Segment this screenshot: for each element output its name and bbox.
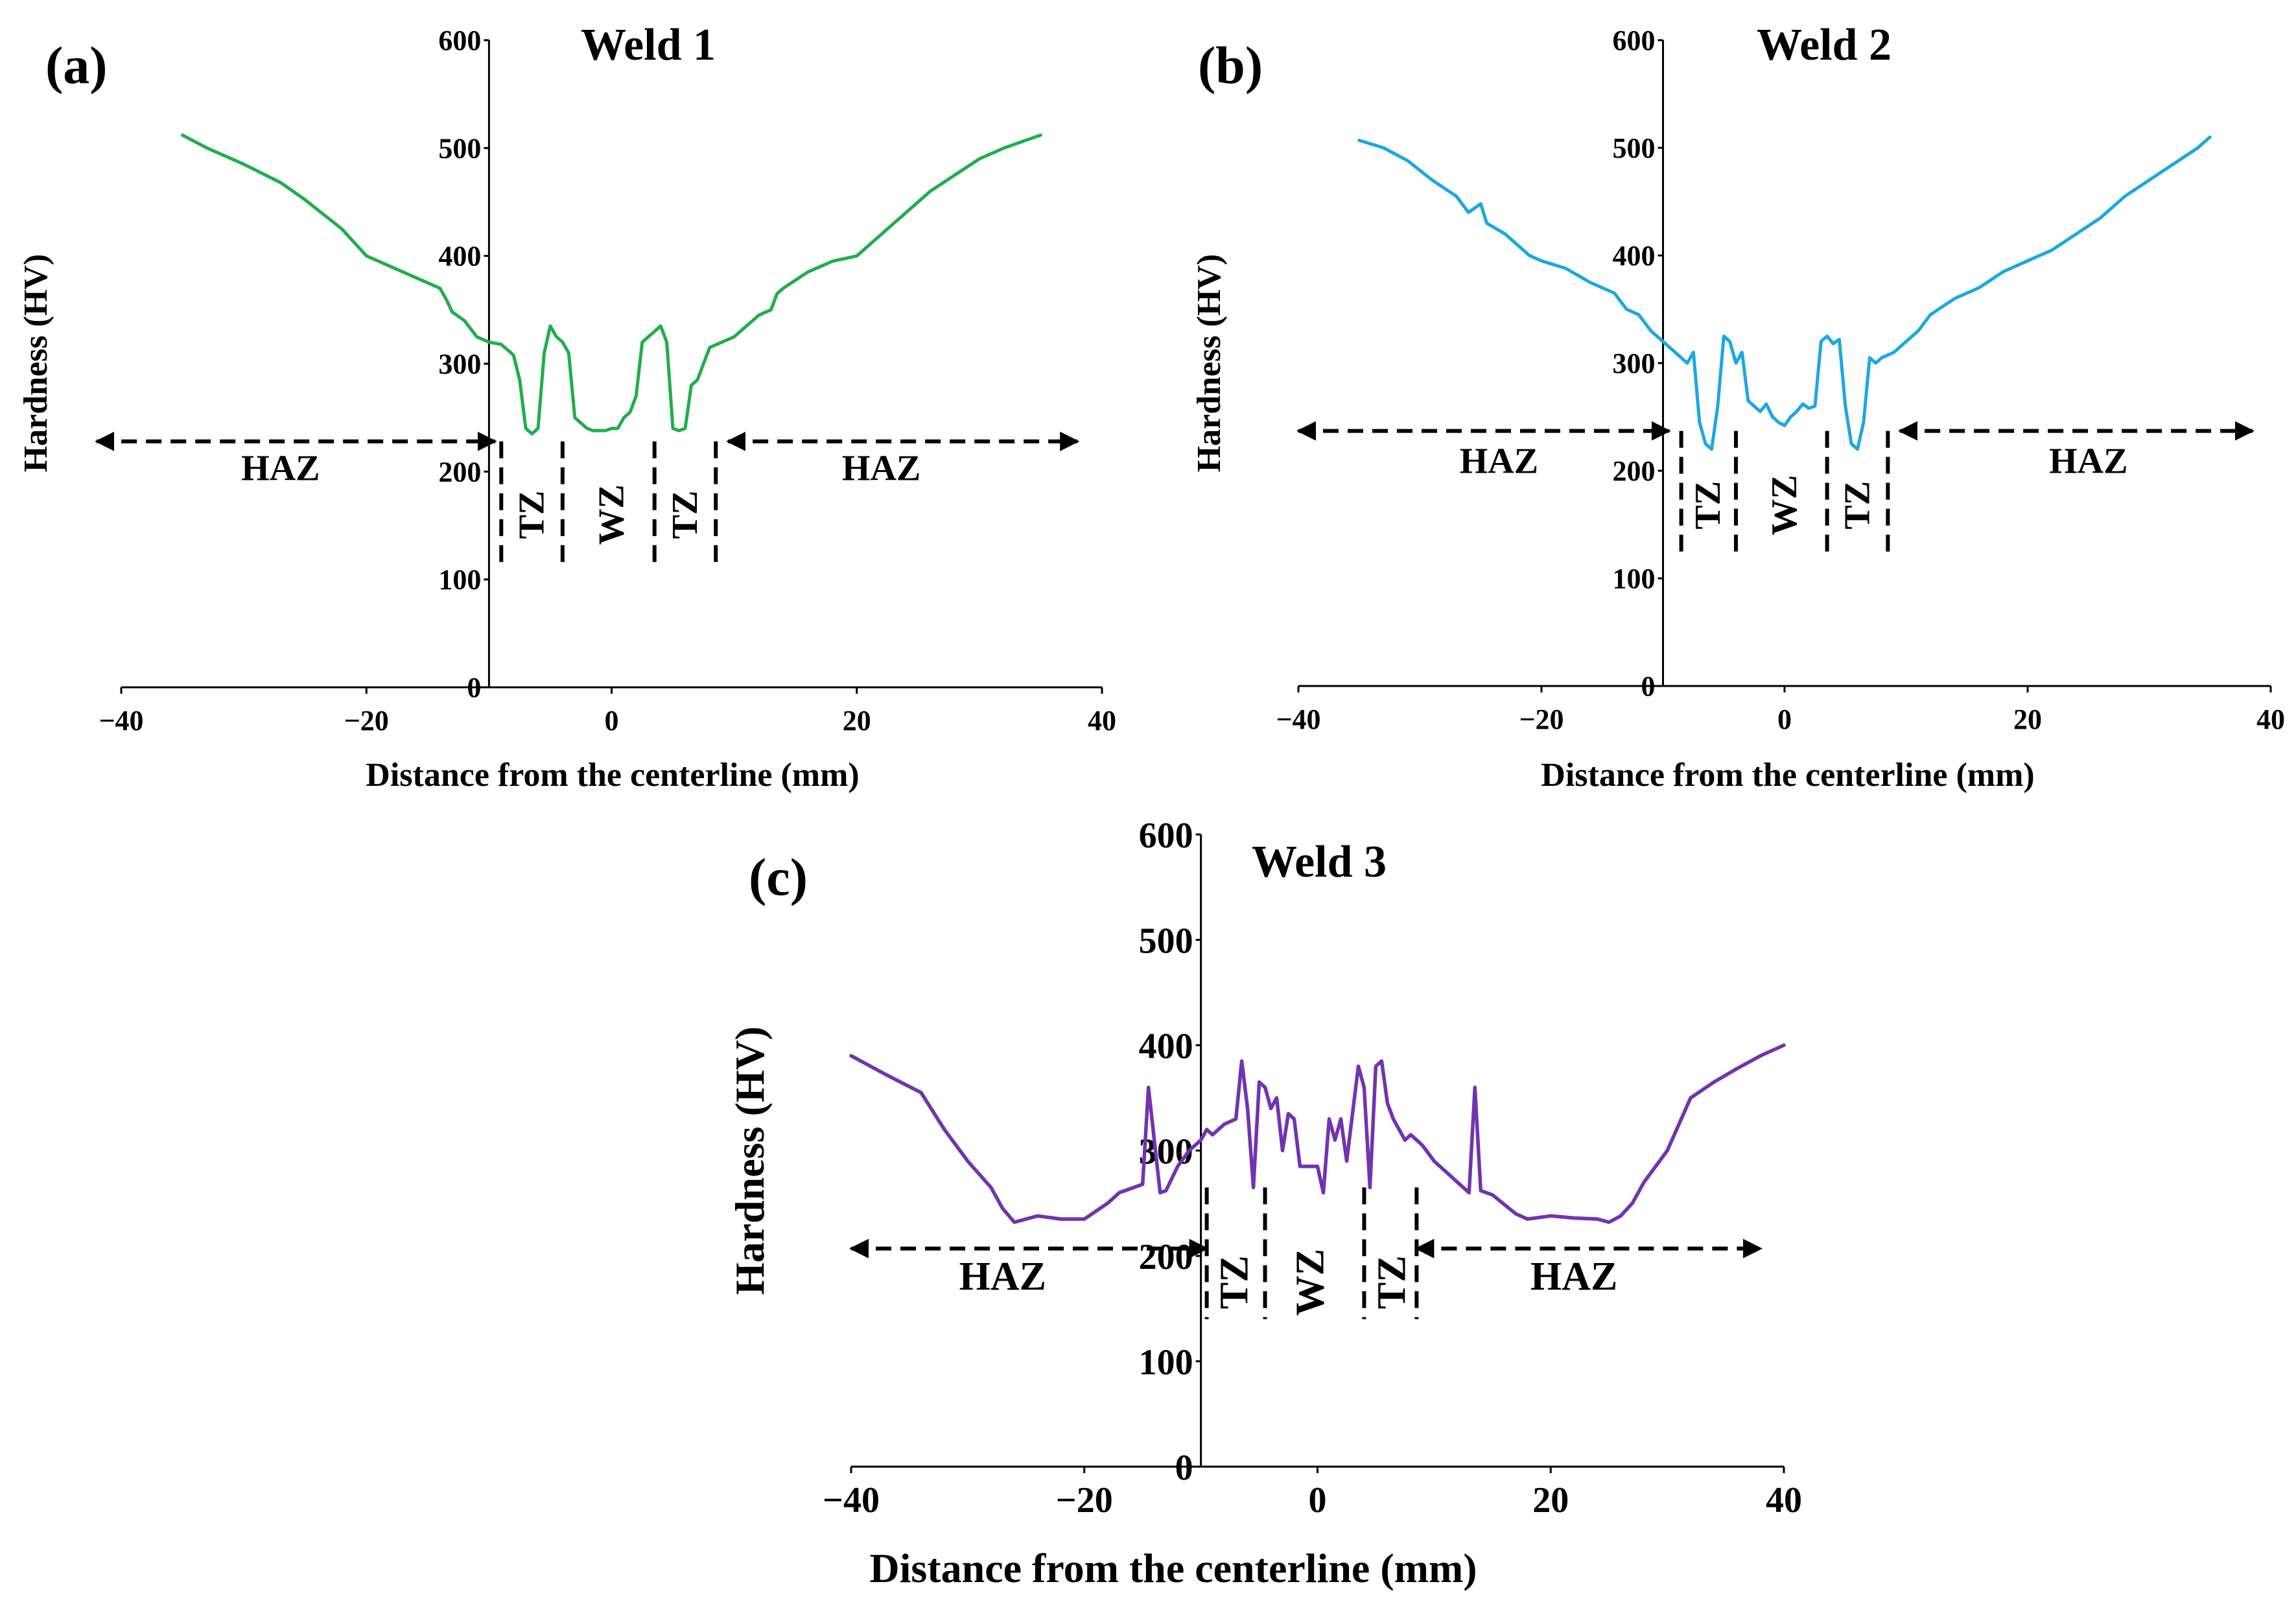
zone-label: HAZ xyxy=(959,1255,1046,1299)
zone-markers: HAZ TZ WZ TZ HAZ xyxy=(95,431,1080,566)
y-tick-label: 200 xyxy=(1139,1237,1193,1277)
y-tick-label: 500 xyxy=(1613,132,1656,164)
zone-label-vertical: TZ xyxy=(1213,1255,1257,1309)
y-tick-label: 0 xyxy=(467,672,481,704)
zone-label-vertical: TZ xyxy=(1838,481,1878,530)
x-tick-label: 0 xyxy=(605,705,619,737)
zone-label-vertical: TZ xyxy=(512,491,552,539)
panel-b: (b) Weld 2 Hardness (HV) Distance from t… xyxy=(1191,20,2285,794)
y-tick-label: 0 xyxy=(1175,1448,1193,1488)
axes xyxy=(850,833,1785,1473)
x-tick-label: −20 xyxy=(1519,704,1564,735)
zone-markers: HAZ TZ WZ TZ HAZ xyxy=(1296,421,2255,555)
x-tick-label: 20 xyxy=(1532,1480,1569,1520)
y-tick-label: 400 xyxy=(438,241,481,272)
zone-label: HAZ xyxy=(1530,1255,1617,1299)
y-tick-label: 600 xyxy=(1139,816,1193,856)
x-axis-title: Distance from the centerline (mm) xyxy=(366,757,859,794)
y-tick-label: 100 xyxy=(438,564,481,596)
chart-title: Weld 1 xyxy=(581,20,716,70)
zone-label: HAZ xyxy=(2049,441,2127,481)
zone-markers: HAZ TZ WZ TZ HAZ xyxy=(849,1187,1763,1319)
x-tick-label: −20 xyxy=(1056,1480,1113,1520)
x-tick-label: −20 xyxy=(344,705,389,737)
panel-label: (c) xyxy=(749,847,808,906)
x-tick-label: −40 xyxy=(823,1480,880,1520)
y-tick-label: 400 xyxy=(1613,240,1656,272)
x-tick-label: 20 xyxy=(2013,704,2042,735)
x-tick-label: 40 xyxy=(1766,1480,1802,1520)
y-tick-label: 500 xyxy=(438,132,481,164)
y-axis-title: Hardness (HV) xyxy=(727,1026,773,1295)
x-tick-label: 20 xyxy=(843,705,871,737)
y-axis-title: Hardness (HV) xyxy=(18,254,54,473)
panel-label: (b) xyxy=(1198,36,1263,95)
y-tick-label: 200 xyxy=(438,456,481,488)
y-tick-label: 100 xyxy=(1139,1343,1193,1383)
x-tick-label: 40 xyxy=(1088,705,1116,737)
zone-label-vertical: TZ xyxy=(665,491,705,539)
zone-label: HAZ xyxy=(241,449,320,489)
y-tick-label: 100 xyxy=(1613,563,1656,595)
x-axis-title: Distance from the centerline (mm) xyxy=(1541,757,2034,794)
y-tick-label: 300 xyxy=(1613,348,1656,379)
series-line-weld-2 xyxy=(1357,135,2212,451)
data-layer xyxy=(849,1043,1786,1224)
y-axis-title: Hardness (HV) xyxy=(1191,254,1228,473)
y-tick-label: 0 xyxy=(1641,670,1656,702)
x-tick-label: −40 xyxy=(1276,704,1320,735)
data-layer xyxy=(181,133,1042,436)
panel-label: (a) xyxy=(45,36,108,95)
panel-c: (c) Weld 3 Hardness (HV) Distance from t… xyxy=(727,816,1802,1591)
zone-label-vertical: WZ xyxy=(1289,1249,1333,1316)
panel-a: (a) Weld 1 Hardness (HV) Distance from t… xyxy=(18,20,1116,794)
x-axis-title: Distance from the centerline (mm) xyxy=(869,1545,1477,1591)
axes xyxy=(120,39,1103,694)
series-line-weld-3 xyxy=(849,1043,1786,1224)
y-tick-label: 400 xyxy=(1139,1026,1193,1067)
series-line-weld-1 xyxy=(181,133,1042,436)
zone-label: HAZ xyxy=(842,449,920,489)
zone-label-vertical: WZ xyxy=(1764,475,1805,535)
y-tick-label: 600 xyxy=(1613,25,1656,56)
data-layer xyxy=(1357,135,2212,451)
x-tick-label: −40 xyxy=(99,705,143,737)
x-tick-label: 0 xyxy=(1309,1480,1327,1520)
y-tick-label: 300 xyxy=(1139,1132,1193,1172)
y-tick-label: 500 xyxy=(1139,921,1193,962)
y-tick-label: 200 xyxy=(1613,455,1656,487)
chart-title: Weld 2 xyxy=(1757,20,1892,70)
zone-label-vertical: TZ xyxy=(1370,1255,1414,1309)
zone-label-vertical: WZ xyxy=(592,484,632,545)
chart-title: Weld 3 xyxy=(1252,837,1387,887)
x-tick-label: 40 xyxy=(2256,704,2285,735)
x-tick-label: 0 xyxy=(1777,704,1792,735)
axes xyxy=(1297,39,2272,692)
zone-label-vertical: TZ xyxy=(1688,481,1728,530)
y-tick-label: 300 xyxy=(438,348,481,380)
y-tick-label: 600 xyxy=(438,25,481,56)
zone-label: HAZ xyxy=(1460,441,1538,481)
